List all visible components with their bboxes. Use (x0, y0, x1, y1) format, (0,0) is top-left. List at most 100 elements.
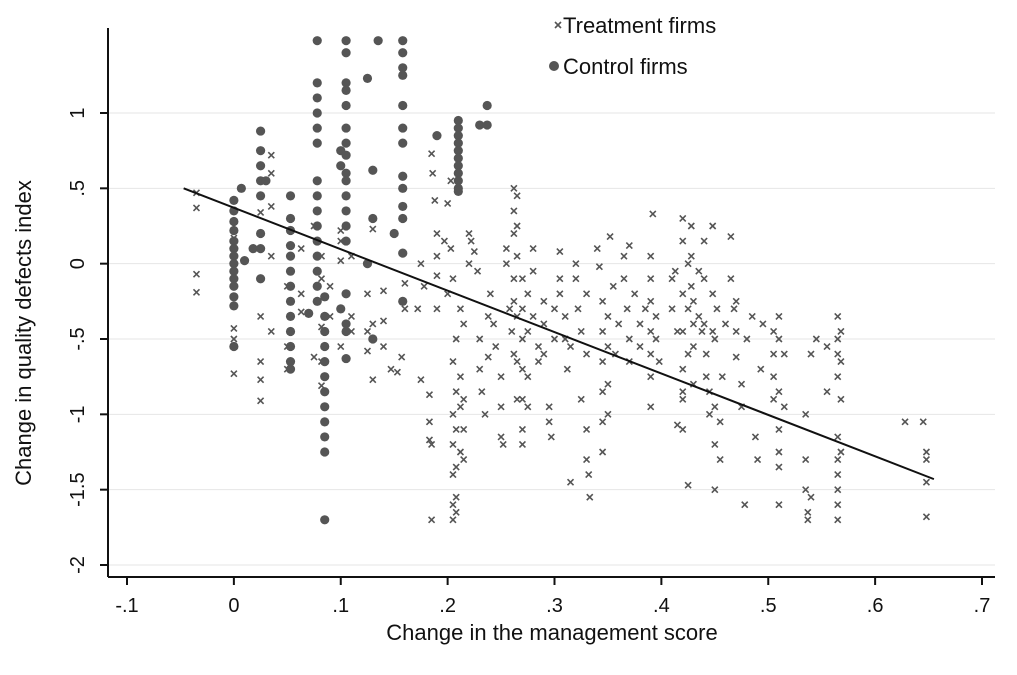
treatment-point (297, 308, 305, 316)
treatment-point (604, 312, 612, 320)
treatment-point (456, 305, 465, 313)
treatment-point (452, 335, 460, 343)
x-tick-label: .6 (867, 595, 884, 617)
treatment-point (456, 448, 465, 456)
control-point (312, 191, 322, 201)
treatment-point (741, 501, 749, 509)
control-point (341, 168, 351, 178)
treatment-point (492, 342, 500, 351)
treatment-point (689, 320, 698, 328)
treatment-point (649, 210, 657, 218)
fit-line (183, 187, 935, 481)
control-point (341, 326, 351, 337)
control-point (255, 146, 266, 156)
control-point (320, 515, 330, 525)
treatment-point (604, 380, 612, 388)
treatment-point (369, 376, 377, 384)
treatment-point (679, 237, 687, 245)
control-point (373, 36, 383, 46)
axes (107, 28, 995, 578)
treatment-point (700, 237, 708, 245)
treatment-point (518, 425, 527, 433)
control-point (453, 161, 463, 171)
control-point (398, 248, 408, 258)
treatment-point (631, 290, 639, 298)
control-point (453, 153, 463, 163)
treatment-point (775, 501, 783, 509)
treatment-point (647, 403, 655, 411)
treatment-point (506, 305, 514, 313)
x-tick-label: .2 (439, 595, 456, 617)
treatment-point (230, 335, 238, 343)
control-point (389, 228, 399, 239)
treatment-point (671, 267, 679, 275)
treatment-point (834, 312, 842, 320)
treatment-point (679, 365, 687, 373)
treatment-point (585, 471, 593, 479)
control-point (398, 201, 408, 212)
treatment-point (387, 365, 395, 373)
treatment-point (711, 335, 719, 343)
treatment-point (524, 373, 532, 381)
treatment-point (716, 418, 724, 426)
treatment-point (317, 275, 326, 283)
treatment-point (452, 463, 460, 471)
control-point (453, 146, 463, 156)
control-point (285, 213, 296, 224)
treatment-point (804, 508, 812, 516)
treatment-point (586, 493, 594, 501)
treatment-point (751, 433, 759, 441)
control-point (453, 168, 463, 178)
legend: Treatment firms Control firms (549, 13, 716, 79)
treatment-point (510, 275, 518, 283)
treatment-point (730, 305, 738, 313)
control-point (482, 100, 492, 111)
treatment-point (518, 365, 527, 373)
treatment-point (775, 463, 783, 471)
control-point (229, 266, 239, 276)
treatment-point (513, 395, 521, 403)
treatment-point (460, 455, 468, 464)
treatment-point (431, 196, 439, 204)
treatment-point (513, 358, 521, 366)
control-point (341, 353, 351, 364)
treatment-point (524, 403, 532, 411)
treatment-point (460, 425, 468, 433)
x-tick-label: 0 (228, 595, 239, 617)
control-points (229, 36, 492, 525)
treatment-point (513, 222, 521, 230)
treatment-point (257, 312, 265, 320)
control-point (341, 36, 351, 46)
treatment-point (449, 410, 457, 418)
treatment-point (363, 290, 372, 298)
control-point (368, 165, 378, 175)
treatment-point (834, 501, 842, 509)
treatment-point (429, 169, 437, 177)
control-point (229, 195, 239, 205)
control-point (229, 281, 239, 291)
treatment-point (267, 252, 275, 260)
control-point (312, 281, 322, 291)
y-axis-ticks: -2 -1.5 -1 -.5 0 .5 1 (67, 107, 108, 574)
treatment-point (689, 342, 698, 351)
treatment-point (449, 501, 457, 509)
x-axis-ticks: -.1 0 .1 .2 .3 .4 .5 .6 .7 (115, 577, 990, 617)
treatment-point (700, 320, 708, 328)
treatment-point (802, 486, 810, 494)
x-axis-title: Change in the management score (386, 620, 717, 645)
treatment-point (837, 327, 845, 336)
treatment-point (476, 335, 484, 343)
control-point (320, 292, 330, 302)
x-tick-label: .7 (974, 595, 991, 617)
treatment-point (192, 270, 201, 278)
treatment-point (582, 425, 591, 433)
treatment-point (534, 358, 543, 366)
control-point (312, 123, 322, 133)
treatment-point (556, 275, 564, 283)
treatment-point (401, 279, 409, 287)
treatment-point (922, 513, 930, 521)
treatment-point (540, 320, 548, 328)
treatment-point (684, 260, 692, 268)
treatment-point (732, 327, 740, 336)
treatment-point (425, 418, 434, 426)
